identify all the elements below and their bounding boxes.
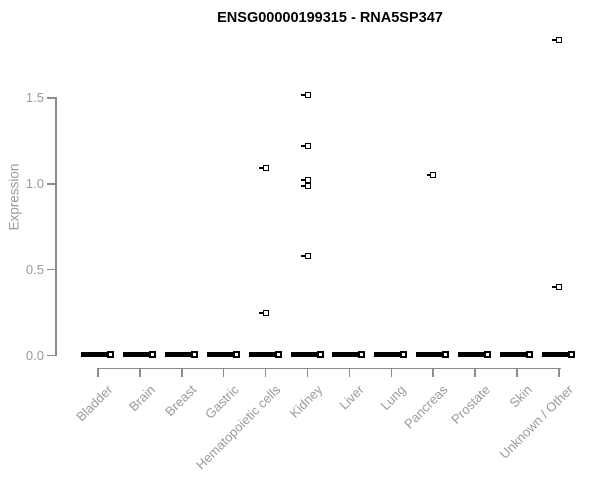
zero-cluster-end-point bbox=[358, 351, 366, 358]
zero-cluster-end-point bbox=[274, 351, 282, 358]
zero-cluster-bar bbox=[122, 352, 151, 357]
zero-cluster-bar bbox=[541, 352, 570, 357]
data-point-nub bbox=[301, 184, 305, 187]
x-tick-label: Kidney bbox=[286, 382, 326, 421]
x-axis-tick bbox=[222, 368, 225, 377]
zero-cluster-end-point bbox=[148, 351, 156, 358]
zero-cluster-end-point bbox=[526, 351, 533, 358]
x-tick-label: Skin bbox=[506, 382, 535, 411]
data-point-nub bbox=[552, 285, 556, 288]
x-tick-label: Liver bbox=[336, 382, 368, 413]
zero-cluster-end-point bbox=[484, 351, 492, 358]
data-point-nub bbox=[301, 254, 305, 257]
x-axis-tick bbox=[558, 368, 560, 377]
data-point-nub bbox=[259, 167, 263, 170]
zero-cluster-end-point bbox=[400, 351, 408, 358]
zero-cluster-bar bbox=[290, 352, 319, 357]
data-point-nub bbox=[301, 145, 305, 148]
data-point-nub bbox=[301, 93, 305, 96]
zero-cluster-bar bbox=[500, 352, 528, 357]
x-tick-label: Pancreas bbox=[401, 382, 451, 432]
x-axis-tick bbox=[264, 368, 267, 377]
zero-cluster-end-point bbox=[567, 351, 575, 358]
x-tick-label: Breast bbox=[162, 382, 200, 420]
zero-cluster-end-point bbox=[107, 351, 114, 358]
zero-cluster-bar bbox=[458, 352, 487, 357]
x-tick-label: Gastric bbox=[201, 382, 242, 422]
data-point-nub bbox=[552, 38, 556, 41]
y-tick-label: 0.0 bbox=[25, 348, 44, 363]
zero-cluster-end-point bbox=[232, 351, 240, 358]
y-tick-label: 1.5 bbox=[25, 90, 44, 106]
x-axis-tick bbox=[97, 368, 99, 377]
y-tick-label: 1.0 bbox=[25, 176, 44, 192]
data-point bbox=[262, 165, 269, 172]
y-axis-tick bbox=[47, 97, 55, 99]
chart-title: ENSG00000199315 - RNA5SP347 bbox=[217, 10, 443, 26]
data-point bbox=[304, 252, 311, 259]
data-point bbox=[304, 91, 311, 98]
x-axis-tick bbox=[181, 368, 183, 377]
zero-cluster-bar bbox=[374, 352, 403, 357]
x-axis-tick bbox=[474, 368, 476, 377]
zero-cluster-end-point bbox=[442, 351, 450, 358]
data-point-nub bbox=[259, 311, 263, 314]
data-point bbox=[555, 283, 562, 290]
x-axis-tick bbox=[432, 368, 434, 377]
zero-cluster-bar bbox=[81, 352, 109, 357]
x-axis-tick bbox=[390, 368, 393, 377]
x-tick-label: Brain bbox=[125, 382, 158, 415]
y-axis-tick bbox=[47, 354, 55, 357]
data-point bbox=[430, 172, 437, 179]
x-axis-line bbox=[97, 367, 561, 369]
y-tick-label: 0.5 bbox=[25, 262, 44, 278]
zero-cluster-bar bbox=[206, 352, 235, 357]
data-point-nub bbox=[426, 174, 431, 177]
data-point-nub bbox=[301, 179, 305, 182]
data-point bbox=[555, 36, 562, 43]
data-point bbox=[304, 143, 311, 150]
zero-cluster-bar bbox=[164, 352, 193, 357]
x-axis-tick bbox=[348, 368, 351, 377]
y-axis-line bbox=[55, 97, 57, 356]
data-point bbox=[304, 182, 311, 189]
zero-cluster-bar bbox=[332, 352, 361, 357]
zero-cluster-bar bbox=[416, 352, 445, 357]
x-axis-tick bbox=[516, 368, 518, 377]
x-tick-label: Bladder bbox=[73, 382, 116, 425]
zero-cluster-bar bbox=[248, 352, 277, 357]
y-axis-tick bbox=[47, 183, 55, 185]
zero-cluster-end-point bbox=[190, 351, 198, 358]
x-axis-tick bbox=[306, 368, 309, 377]
x-tick-label: Unknown / Other bbox=[496, 382, 577, 462]
x-axis-tick bbox=[139, 368, 141, 377]
zero-cluster-end-point bbox=[316, 351, 324, 358]
data-point bbox=[262, 309, 269, 316]
y-axis-label: Expression bbox=[6, 163, 22, 231]
x-tick-label: Lung bbox=[377, 382, 409, 414]
x-tick-label: Prostate bbox=[447, 382, 493, 427]
y-axis-tick bbox=[47, 268, 55, 271]
